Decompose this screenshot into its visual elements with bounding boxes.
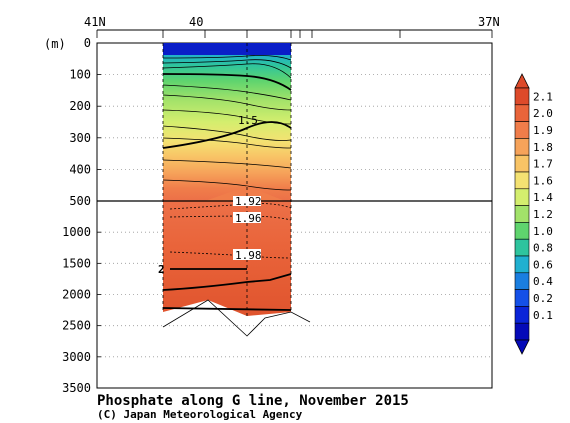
colorbar-segment (514, 87, 530, 106)
gridlines (97, 74, 492, 358)
colorbar-label: 1.8 (533, 141, 553, 154)
colorbar-segment (514, 255, 530, 274)
colorbar-segment (514, 138, 530, 156)
colorbar-segment (514, 306, 530, 324)
y-tick-label: 200 (69, 99, 91, 113)
colorbar-segment (514, 171, 530, 190)
colorbar-label: 1.7 (533, 158, 553, 171)
y-tick-label: 0 (84, 36, 91, 50)
y-tick-label: 400 (69, 162, 91, 176)
y-unit-label: (m) (44, 37, 66, 51)
colorbar-label: 0.8 (533, 242, 553, 255)
y-tick-label: 1000 (62, 225, 91, 239)
colorbar-segment (514, 188, 530, 206)
colorbar-bottom-arrow (514, 339, 530, 355)
colorbar-label: 2.1 (533, 90, 553, 103)
contour-label-2: 2 (158, 263, 165, 276)
plot-frame (96, 42, 493, 389)
colorbar-segment (514, 205, 530, 223)
contour-label-1-96: 1.96 (235, 212, 262, 225)
lower-section-field (163, 201, 291, 316)
y-tick-label: 500 (69, 194, 91, 208)
y-tick-label: 1500 (62, 256, 91, 270)
y-axis-ticks: 0 100 200 300 400 500 1000 1500 2000 2500 3000 3500 (62, 36, 101, 395)
colorbar: 2.1 2.0 1.9 1.8 1.7 1.6 1.4 1.2 1.0 0.8 0.6 0.4 0.2 0… (514, 73, 553, 355)
contour-label-1-92: 1.92 (235, 195, 262, 208)
credit-text: (C) Japan Meteorological Agency (97, 408, 303, 421)
top-label-37n: 37N (478, 15, 500, 29)
colorbar-segment (514, 322, 530, 341)
contour-label-1-98: 1.98 (235, 249, 262, 262)
y-tick-label: 3000 (62, 350, 91, 364)
colorbar-segment (514, 104, 530, 122)
contour-labels: 1.5 1.92 1.96 1.98 2 (158, 114, 262, 276)
colorbar-label: 1.4 (533, 191, 553, 204)
y-tick-label: 2000 (62, 288, 91, 302)
y-tick-label: 100 (69, 68, 91, 82)
lower-bold-contours (162, 268, 292, 311)
colorbar-segment (514, 121, 530, 139)
colorbar-label: 0.4 (533, 275, 553, 288)
colorbar-label: 1.9 (533, 124, 553, 137)
bathymetry-outline (162, 299, 311, 337)
top-label-41n: 41N (84, 15, 106, 29)
colorbar-label: 1.2 (533, 208, 553, 221)
top-axis-ticks (96, 30, 493, 38)
surface-low-band (163, 43, 291, 55)
contour-label-1-5: 1.5 (238, 114, 258, 127)
colorbar-label: 1.6 (533, 174, 553, 187)
colorbar-segment (514, 289, 530, 307)
colorbar-label: 1.0 (533, 225, 553, 238)
colorbar-label: 0.1 (533, 309, 553, 322)
y-tick-label: 3500 (62, 381, 91, 395)
colorbar-label: 0.6 (533, 258, 553, 271)
station-lines (162, 43, 292, 316)
deep-dome (205, 186, 285, 201)
colorbar-segment (514, 222, 530, 240)
colorbar-label: 0.2 (533, 292, 553, 305)
colorbar-label: 2.0 (533, 107, 553, 120)
colorbar-segment (514, 272, 530, 290)
chart-title: Phosphate along G line, November 2015 (97, 393, 409, 409)
y-tick-label: 2500 (62, 319, 91, 333)
y-tick-label: 300 (69, 131, 91, 145)
top-label-40: 40 (189, 15, 203, 29)
colorbar-segment (514, 238, 530, 257)
colorbar-segment (514, 154, 530, 173)
colorbar-top-arrow (514, 73, 530, 89)
